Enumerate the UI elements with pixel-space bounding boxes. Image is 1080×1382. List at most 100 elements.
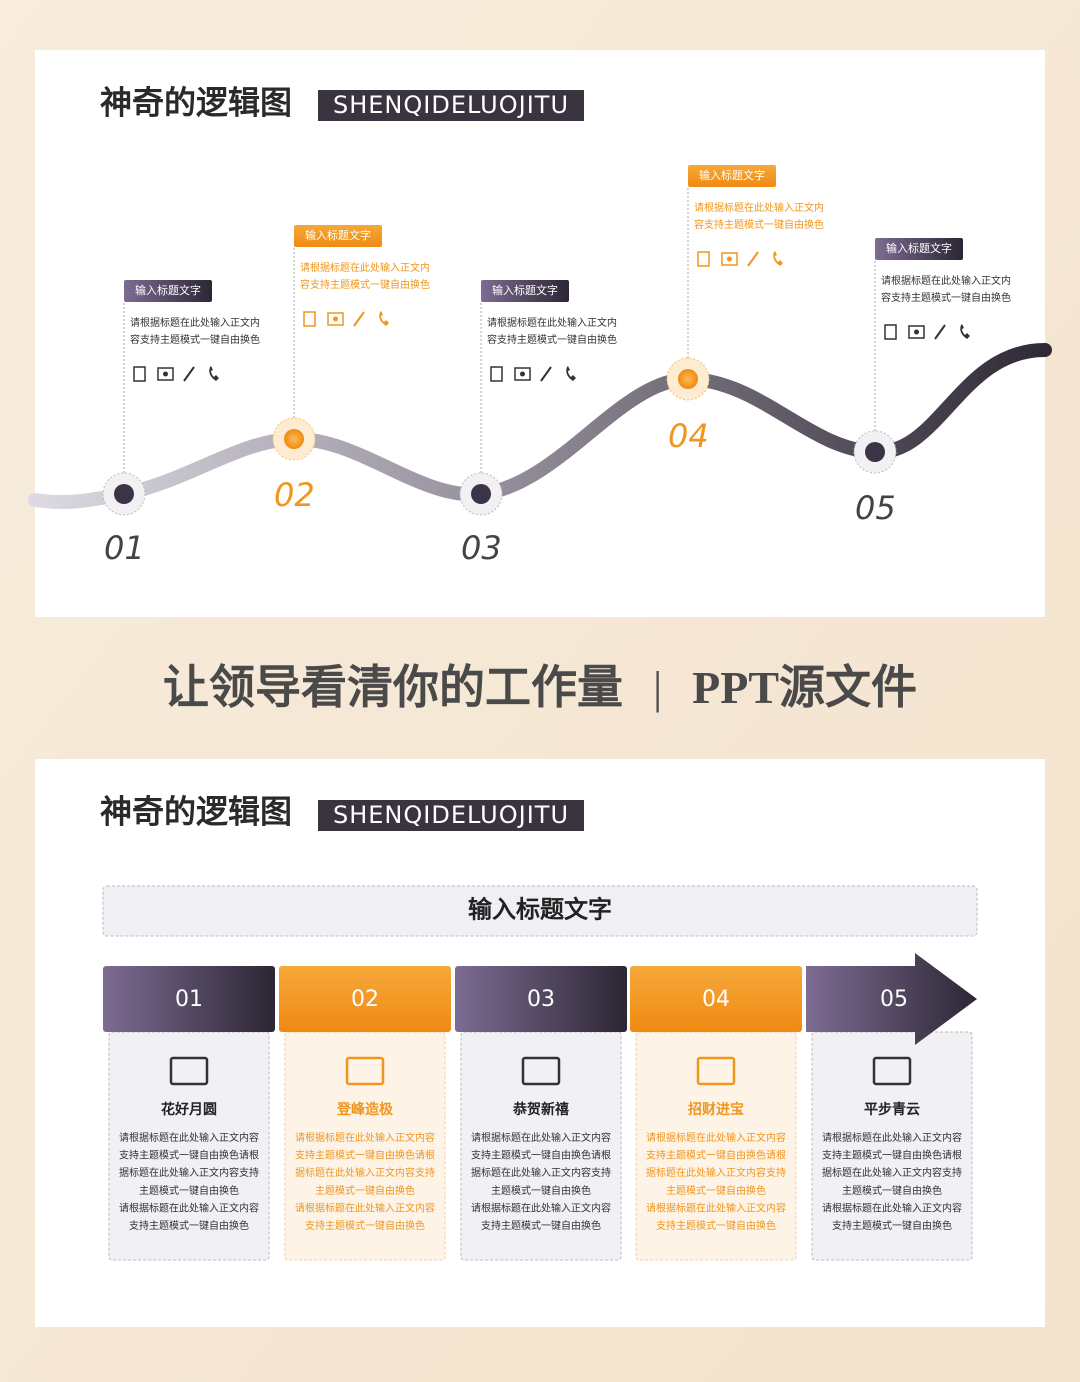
column-text: 请根据标题在此处输入正文内容 [822,1201,962,1214]
icon-phone [379,311,389,326]
icon-phone [773,251,783,266]
column-head [279,966,451,1032]
column-text: 支持主题模式一键自由换色请根 [822,1149,962,1162]
column-text: 请根据标题在此处输入正文内容 [119,1201,259,1214]
slide-title: 神奇的逻辑图 [100,84,292,120]
icon-phone [960,324,970,339]
column-text: 支持主题模式一键自由换色请根 [646,1149,786,1162]
node-label: 输入标题文字 [492,283,558,297]
node-number: 05 [855,489,896,527]
column-number: 03 [527,987,555,1012]
banner-separator: | [653,662,662,713]
node-text: 请根据标题在此处输入正文内 [300,261,430,274]
node-text: 请根据标题在此处输入正文内 [694,201,824,214]
column-text: 主题模式一键自由换色 [139,1184,239,1197]
column-text: 请根据标题在此处输入正文内容 [471,1201,611,1214]
node-dot [284,429,304,449]
node-label: 输入标题文字 [886,241,952,255]
node-text: 容支持主题模式一键自由换色 [300,278,430,291]
icon-picture [157,367,174,381]
node-dot [114,484,134,504]
subtitle-box [318,800,584,831]
icon-pen [747,251,759,267]
column-text: 据标题在此处输入正文内容支持 [646,1166,786,1179]
column-name: 登峰造极 [336,1101,394,1118]
column-text: 主题模式一键自由换色 [842,1184,942,1197]
column-name: 花好月圆 [161,1101,217,1118]
icon-picture [327,312,344,326]
icon-picture-dot [520,371,525,377]
column-text: 支持主题模式一键自由换色 [656,1219,776,1232]
column-text: 支持主题模式一键自由换色 [832,1219,952,1232]
column-text: 请根据标题在此处输入正文内容 [646,1131,786,1144]
node-number: 04 [668,417,709,455]
icon-calculator [490,366,503,382]
column-head [630,966,802,1032]
column-text: 据标题在此处输入正文内容支持 [295,1166,435,1179]
column-text: 支持主题模式一键自由换色 [305,1219,425,1232]
column-name: 招财进宝 [688,1101,744,1118]
node-text: 容支持主题模式一键自由换色 [130,333,260,346]
slide-subtitle: SHENQIDELUOJITU [333,91,569,119]
column-text: 主题模式一键自由换色 [666,1184,766,1197]
header-box [102,885,978,937]
column-text: 主题模式一键自由换色 [491,1184,591,1197]
column-text: 支持主题模式一键自由换色请根 [119,1149,259,1162]
column-text: 请根据标题在此处输入正文内容 [295,1201,435,1214]
node-number: 03 [461,529,502,567]
label-box [124,280,212,302]
icon-picture-dot [333,316,338,322]
icon-phone [209,366,219,381]
icon-pen [183,366,195,382]
icon-picture [514,367,531,381]
slide-1 [35,50,1045,617]
column-icon [521,1056,561,1086]
label-box [875,238,963,260]
icon-calculator [884,324,897,340]
column-head [103,966,275,1032]
icon-picture [721,252,738,266]
column-icon [872,1056,912,1086]
subtitle-box [318,90,584,121]
icon-calculator [303,311,316,327]
column-text: 支持主题模式一键自由换色 [129,1219,249,1232]
banner: 让领导看清你的工作量 | PPT源文件 [163,662,917,713]
icon-phone [566,366,576,381]
node-dot [678,369,698,389]
column-head [455,966,627,1032]
icon-picture-dot [727,256,732,262]
column-number: 05 [880,987,908,1012]
icon-pen [353,311,365,327]
node-label: 输入标题文字 [305,228,371,242]
node-dot [471,484,491,504]
label-box [294,225,382,247]
column-head [806,953,977,1045]
column-text: 请根据标题在此处输入正文内容 [295,1131,435,1144]
column-text: 支持主题模式一键自由换色 [481,1219,601,1232]
header-text: 输入标题文字 [468,896,612,924]
slide-subtitle: SHENQIDELUOJITU [333,801,569,829]
column-number: 04 [702,987,730,1012]
icon-calculator [697,251,710,267]
node-text: 容支持主题模式一键自由换色 [487,333,617,346]
icon-calculator [133,366,146,382]
node-number: 01 [104,529,145,567]
node-text: 请根据标题在此处输入正文内 [487,316,617,329]
column-text: 请根据标题在此处输入正文内容 [646,1201,786,1214]
column-number: 01 [175,987,203,1012]
node-text: 请根据标题在此处输入正文内 [881,274,1011,287]
node-label: 输入标题文字 [699,168,765,182]
node-label: 输入标题文字 [135,283,201,297]
icon-picture [908,325,925,339]
column-icon [169,1056,209,1086]
column-text: 据标题在此处输入正文内容支持 [822,1166,962,1179]
label-box [688,165,776,187]
icon-picture-dot [914,329,919,335]
column-text: 支持主题模式一键自由换色请根 [471,1149,611,1162]
label-box [481,280,569,302]
column-text: 请根据标题在此处输入正文内容 [471,1131,611,1144]
column-name: 恭贺新禧 [512,1101,569,1118]
banner-source: PPT源文件 [692,662,917,713]
